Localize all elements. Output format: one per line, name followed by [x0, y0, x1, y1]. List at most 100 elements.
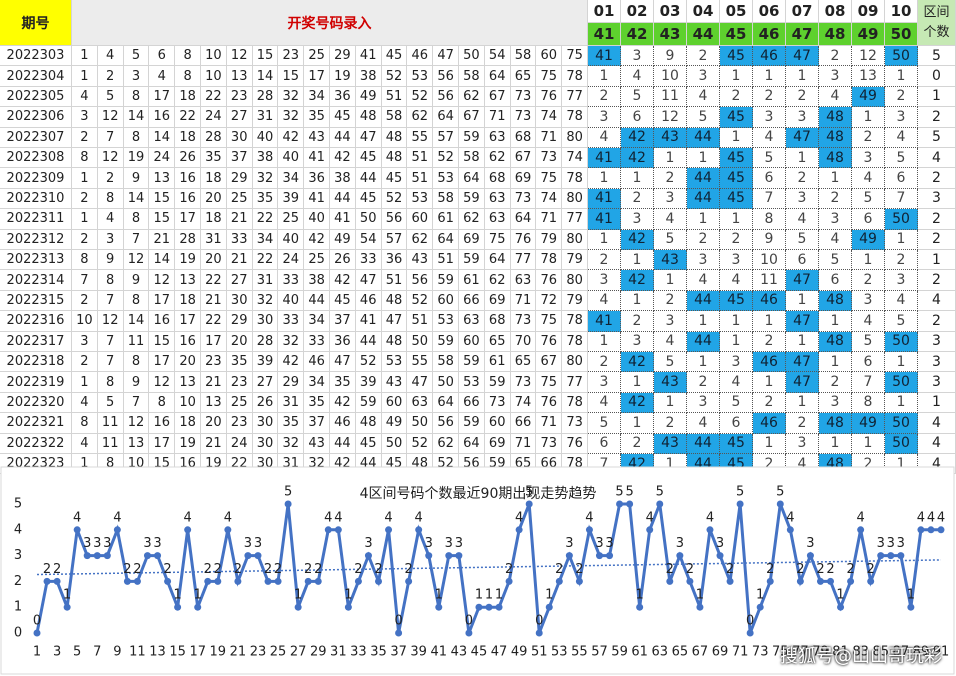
zone-cell: 50	[885, 46, 918, 67]
data-point	[857, 526, 865, 534]
count: 4	[918, 413, 956, 434]
zone-cell: 2	[885, 86, 918, 108]
number: 74	[510, 392, 537, 414]
zone-cell: 6	[852, 352, 885, 373]
number: 23	[201, 352, 227, 373]
number: 69	[510, 168, 537, 189]
data-point	[254, 552, 262, 560]
data-point	[73, 526, 81, 534]
zone-cell: 47	[786, 311, 819, 332]
y-tick-label: 1	[14, 600, 22, 615]
number: 13	[123, 433, 150, 454]
number: 18	[201, 168, 227, 189]
period: 2022304	[0, 66, 72, 87]
x-tick-label: 41	[431, 645, 448, 660]
zone-cell: 4	[720, 372, 753, 393]
number: 51	[381, 270, 408, 291]
period: 2022310	[0, 188, 72, 210]
zone-cell: 3	[588, 270, 621, 291]
data-label: 1	[696, 588, 704, 603]
number: 60	[536, 46, 563, 67]
data-label: 5	[615, 485, 623, 500]
zone-cell: 1	[786, 392, 819, 414]
data-label: 4	[515, 510, 523, 525]
number: 47	[355, 270, 382, 291]
x-tick-label: 35	[370, 645, 387, 660]
period: 2022308	[0, 148, 72, 169]
period: 2022322	[0, 433, 72, 454]
zone-cell: 12	[852, 46, 885, 67]
data-label: 2	[846, 562, 854, 577]
number: 4	[149, 66, 176, 87]
number: 46	[304, 352, 330, 373]
number: 36	[330, 86, 356, 108]
x-tick-label: 53	[551, 645, 568, 660]
number: 27	[252, 372, 279, 393]
data-point	[706, 526, 714, 534]
number: 58	[510, 46, 537, 67]
x-tick-label: 13	[149, 645, 166, 660]
number: 19	[175, 250, 201, 271]
zone-cell: 2	[654, 168, 687, 189]
number: 13	[149, 168, 176, 189]
number: 51	[407, 168, 434, 189]
zone-cell: 48	[819, 331, 852, 352]
number: 33	[304, 331, 330, 352]
data-point	[545, 603, 553, 611]
data-label: 2	[43, 562, 51, 577]
number: 56	[433, 86, 459, 108]
data-label: 3	[93, 536, 101, 551]
number: 71	[510, 290, 537, 312]
number: 52	[407, 433, 434, 454]
number: 38	[355, 66, 382, 87]
number: 22	[201, 270, 227, 291]
number: 49	[381, 413, 408, 434]
number: 73	[536, 433, 563, 454]
number: 45	[330, 107, 356, 128]
data-point	[595, 552, 603, 560]
y-tick-label: 5	[14, 497, 22, 512]
number: 56	[433, 413, 459, 434]
input-header: 开奖号码录入	[72, 0, 588, 46]
data-label: 5	[625, 485, 633, 500]
data-point	[616, 500, 624, 508]
count: 3	[918, 331, 956, 352]
number: 35	[304, 107, 330, 128]
period-header: 期号	[0, 0, 72, 46]
number: 4	[97, 209, 124, 230]
zone-header: 49	[852, 23, 885, 46]
number: 48	[381, 127, 408, 148]
number: 22	[201, 311, 227, 332]
zone-cell: 5	[819, 250, 852, 271]
zone-cell: 50	[885, 433, 918, 454]
zone-cell: 1	[621, 290, 654, 312]
count: 5	[918, 46, 956, 67]
data-label: 1	[63, 588, 71, 603]
number: 18	[175, 86, 201, 108]
number: 44	[330, 433, 356, 454]
data-label: 5	[525, 485, 533, 500]
number: 59	[484, 372, 511, 393]
x-tick-label: 47	[491, 645, 508, 660]
number: 12	[97, 148, 124, 169]
x-tick-label: 27	[290, 645, 307, 660]
number: 29	[226, 311, 253, 332]
count: 4	[918, 433, 956, 454]
zone-cell: 10	[753, 250, 786, 271]
zone-cell: 2	[621, 433, 654, 454]
zone-cell: 1	[786, 66, 819, 87]
number: 19	[330, 66, 356, 87]
number: 71	[536, 209, 563, 230]
x-tick-label: 21	[230, 645, 247, 660]
number: 31	[252, 270, 279, 291]
data-label: 2	[867, 562, 875, 577]
number: 53	[407, 188, 434, 210]
number: 2	[97, 66, 124, 87]
data-point	[103, 552, 111, 560]
zone-cell: 6	[621, 107, 654, 128]
period: 2022316	[0, 311, 72, 332]
number: 80	[562, 229, 588, 250]
x-tick-label: 83	[852, 645, 869, 660]
number: 73	[510, 372, 537, 393]
